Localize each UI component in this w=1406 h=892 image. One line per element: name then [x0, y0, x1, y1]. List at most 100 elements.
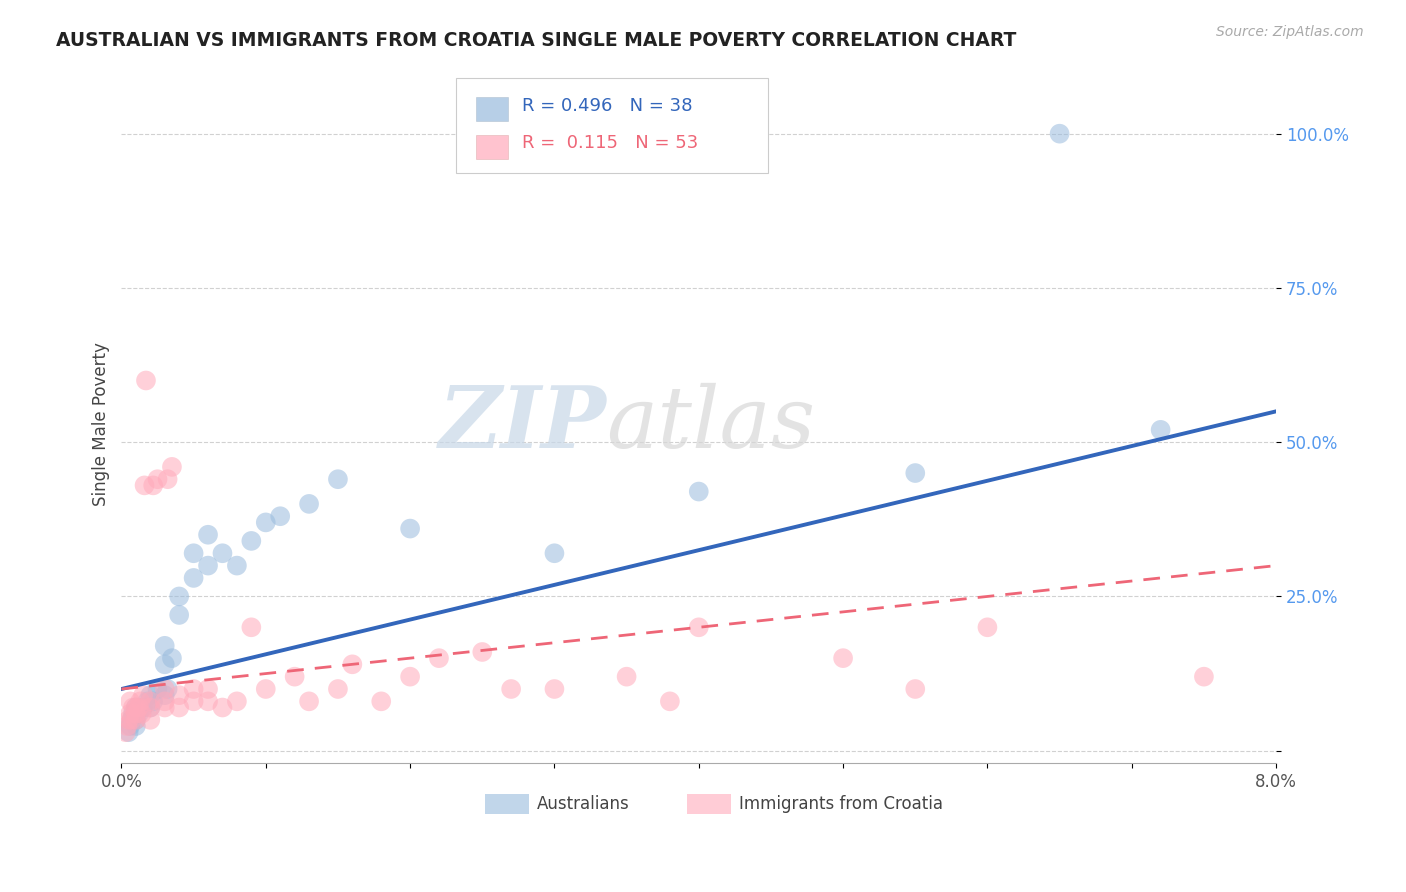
- Point: [160, 651, 183, 665]
- Point: [153, 700, 176, 714]
- Point: [139, 700, 162, 714]
- Point: [688, 620, 710, 634]
- Point: [120, 706, 142, 721]
- Point: [146, 681, 169, 696]
- Point: [832, 651, 855, 665]
- Text: R = 0.496   N = 38: R = 0.496 N = 38: [522, 96, 693, 114]
- Point: [125, 706, 148, 721]
- Point: [211, 700, 233, 714]
- Point: [139, 688, 162, 702]
- Point: [160, 459, 183, 474]
- Point: [128, 700, 150, 714]
- Point: [399, 670, 422, 684]
- Point: [167, 700, 190, 714]
- FancyBboxPatch shape: [457, 78, 768, 172]
- Text: atlas: atlas: [606, 383, 815, 465]
- Point: [132, 700, 155, 714]
- Point: [616, 670, 638, 684]
- Point: [139, 700, 162, 714]
- Point: [342, 657, 364, 672]
- Point: [118, 713, 141, 727]
- Point: [142, 694, 165, 708]
- Point: [225, 694, 247, 708]
- Point: [427, 651, 450, 665]
- Point: [183, 694, 205, 708]
- Point: [122, 706, 145, 721]
- Point: [658, 694, 681, 708]
- Point: [688, 484, 710, 499]
- Point: [1049, 127, 1071, 141]
- Point: [326, 472, 349, 486]
- Point: [120, 719, 142, 733]
- Point: [142, 478, 165, 492]
- Point: [122, 700, 145, 714]
- Point: [240, 620, 263, 634]
- Y-axis label: Single Male Poverty: Single Male Poverty: [93, 342, 110, 506]
- Point: [211, 546, 233, 560]
- Point: [118, 725, 141, 739]
- Point: [284, 670, 307, 684]
- Point: [976, 620, 998, 634]
- Point: [156, 681, 179, 696]
- Point: [1149, 423, 1171, 437]
- Point: [114, 725, 136, 739]
- Point: [115, 719, 138, 733]
- Point: [298, 694, 321, 708]
- Point: [153, 694, 176, 708]
- Point: [125, 713, 148, 727]
- Point: [471, 645, 494, 659]
- Point: [240, 533, 263, 548]
- Point: [146, 472, 169, 486]
- Text: ZIP: ZIP: [439, 382, 606, 466]
- Point: [129, 694, 152, 708]
- Point: [153, 657, 176, 672]
- Point: [125, 719, 148, 733]
- Text: AUSTRALIAN VS IMMIGRANTS FROM CROATIA SINGLE MALE POVERTY CORRELATION CHART: AUSTRALIAN VS IMMIGRANTS FROM CROATIA SI…: [56, 31, 1017, 50]
- Point: [139, 694, 162, 708]
- Point: [128, 706, 150, 721]
- Point: [501, 681, 523, 696]
- Point: [254, 681, 277, 696]
- Point: [139, 713, 162, 727]
- Point: [135, 374, 157, 388]
- Point: [134, 478, 156, 492]
- Point: [153, 681, 176, 696]
- Point: [183, 571, 205, 585]
- Point: [120, 694, 142, 708]
- Point: [131, 706, 153, 721]
- Point: [197, 694, 219, 708]
- FancyBboxPatch shape: [485, 794, 529, 814]
- Point: [254, 516, 277, 530]
- Point: [197, 681, 219, 696]
- Point: [167, 688, 190, 702]
- Point: [1192, 670, 1215, 684]
- Point: [326, 681, 349, 696]
- Point: [136, 694, 159, 708]
- Point: [121, 713, 143, 727]
- Point: [543, 546, 565, 560]
- Point: [167, 590, 190, 604]
- Point: [153, 688, 176, 702]
- Point: [904, 466, 927, 480]
- FancyBboxPatch shape: [688, 794, 731, 814]
- Point: [183, 546, 205, 560]
- Point: [399, 522, 422, 536]
- Text: R =  0.115   N = 53: R = 0.115 N = 53: [522, 134, 699, 152]
- Point: [197, 558, 219, 573]
- Point: [153, 639, 176, 653]
- Point: [543, 681, 565, 696]
- Point: [125, 700, 148, 714]
- Point: [183, 681, 205, 696]
- FancyBboxPatch shape: [475, 135, 508, 159]
- Text: Immigrants from Croatia: Immigrants from Croatia: [740, 795, 943, 813]
- Text: Source: ZipAtlas.com: Source: ZipAtlas.com: [1216, 25, 1364, 39]
- Point: [225, 558, 247, 573]
- Point: [167, 607, 190, 622]
- Point: [156, 472, 179, 486]
- Point: [904, 681, 927, 696]
- Point: [298, 497, 321, 511]
- FancyBboxPatch shape: [475, 97, 508, 120]
- Point: [125, 713, 148, 727]
- Point: [132, 688, 155, 702]
- Point: [370, 694, 392, 708]
